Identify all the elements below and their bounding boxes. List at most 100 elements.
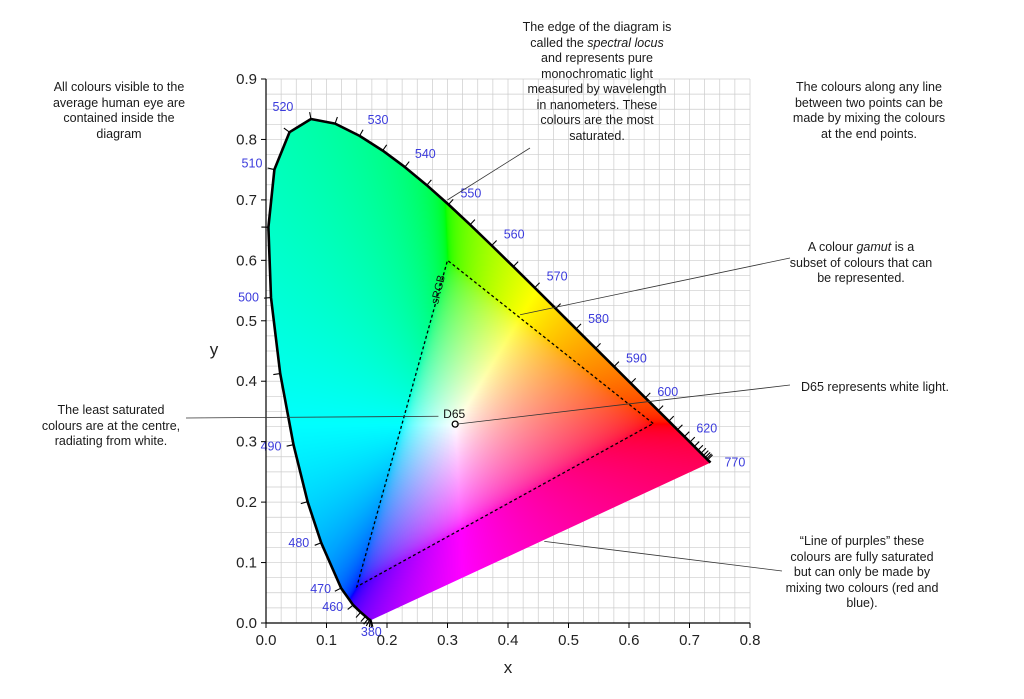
annotation-spectral-locus: The edge of the diagram is called the sp… [521, 20, 673, 144]
srgb-gamut-triangle [355, 259, 655, 589]
wavelength-tick [693, 441, 700, 447]
wavelength-label-520: 520 [273, 100, 294, 114]
y-tick-label: 0.7 [236, 192, 257, 209]
annotation-spectral-locus-italic: spectral locus [587, 35, 664, 50]
wavelength-tick [360, 616, 366, 623]
wavelength-tick [426, 179, 432, 186]
y-tick-label: 0.9 [236, 71, 257, 88]
annotation-spectral-locus-part1: The edge of the diagram is called the [522, 20, 672, 50]
wavelength-tick [359, 129, 364, 137]
annotation-least-saturated: The least saturated colours are at the c… [41, 403, 181, 448]
wavelength-label-530: 530 [368, 113, 389, 127]
leader-line-least [185, 415, 439, 419]
wavelength-tick [677, 424, 683, 431]
wavelength-label-510: 510 [242, 157, 263, 171]
wavelength-label-580: 580 [588, 312, 609, 326]
wavelength-tick [534, 282, 540, 289]
annotation-line-of-purples: “Line of purples” these colours are full… [785, 534, 939, 610]
wavelength-tick [707, 454, 713, 461]
wavelength-label-560: 560 [504, 228, 525, 242]
x-tick-label: 0.6 [619, 632, 640, 649]
wavelength-tick [704, 452, 711, 458]
wavelength-label-460: 460 [322, 600, 343, 614]
wavelength-tick [334, 587, 342, 592]
wavelength-tick [334, 116, 338, 124]
wavelength-label-380: 380 [361, 625, 382, 639]
wavelength-tick [347, 604, 354, 610]
annotation-d65: D65 represents white light. [801, 380, 949, 394]
wavelength-tick [595, 342, 601, 349]
annotation-mixing: The colours along any line between two p… [792, 80, 946, 141]
wavelength-tick [309, 112, 312, 120]
x-tick-label: 0.3 [437, 632, 458, 649]
wavelength-tick [469, 219, 476, 226]
wavelength-tick [697, 444, 704, 451]
wavelength-tick [382, 144, 388, 151]
wavelength-tick [668, 415, 675, 422]
wavelength-tick [630, 377, 637, 384]
wavelength-tick [314, 542, 322, 546]
wavelength-label-590: 590 [626, 352, 647, 366]
wavelength-tick [689, 436, 696, 443]
wavelength-tick [300, 501, 308, 505]
wavelength-tick [286, 444, 294, 447]
y-tick-label: 0.1 [236, 555, 257, 572]
wavelength-tick [404, 161, 410, 168]
wavelength-tick [273, 373, 281, 376]
wavelength-tick [703, 450, 709, 456]
wavelength-tick [683, 431, 690, 438]
wavelength-tick [267, 167, 275, 171]
wavelength-label-470: 470 [310, 582, 331, 596]
wavelength-label-620: 620 [696, 422, 717, 436]
wavelength-tick [575, 323, 582, 330]
wavelength-tick [700, 447, 707, 454]
leader-line-d65 [456, 384, 791, 425]
wavelength-label-540: 540 [415, 147, 436, 161]
y-tick-label: 0.3 [236, 434, 257, 451]
wavelength-tick [491, 240, 497, 246]
wavelength-label-570: 570 [547, 270, 568, 284]
leader-line-gamut [520, 257, 791, 316]
annotation-leaders [185, 147, 791, 572]
y-tick-label: 0.2 [236, 494, 257, 511]
wavelength-tick [555, 303, 562, 309]
annotation-gamut-italic: gamut [856, 240, 892, 254]
annotation-gamut: A colour gamut is a subset of colours th… [788, 240, 934, 287]
x-tick-label: 0.7 [679, 632, 700, 649]
annotation-inside: All colours visible to the average human… [52, 80, 186, 141]
annotation-gamut-part1: A colour [807, 240, 857, 254]
x-axis-title: x [504, 658, 513, 677]
x-tick-label: 0.8 [740, 632, 761, 649]
y-axis-title: y [210, 340, 219, 359]
y-tick-label: 0.8 [236, 131, 257, 148]
leader-line-locus [447, 147, 531, 201]
spectral-locus [267, 117, 712, 622]
x-tick-label: 0.4 [498, 632, 519, 649]
d65-label: D65 [443, 407, 465, 421]
wavelength-label-550: 550 [460, 187, 481, 201]
y-tick-label: 0.6 [236, 252, 257, 269]
wavelength-tick [644, 392, 651, 399]
x-tick-label: 0.2 [377, 632, 398, 649]
axes: 0.0 0.1 0.2 0.3 0.4 0.5 0.6 0.7 0.8 0.0 0.1 0.2 0.3 0… [236, 71, 760, 649]
wavelength-tick [283, 127, 290, 133]
wavelength-tick [448, 199, 454, 205]
y-tick-label: 0.5 [236, 313, 257, 330]
wavelength-label-500: 500 [238, 291, 259, 305]
wavelength-tick [512, 261, 519, 268]
wavelength-tick [706, 453, 712, 460]
wavelength-label-770: 770 [724, 456, 745, 470]
wavelength-labels: 3804604704804905005105205305405505605705… [238, 100, 745, 639]
annotation-gamut-part2: is a subset of colours that can be repre… [789, 240, 933, 285]
wavelength-tick [263, 297, 272, 299]
wavelength-tick [613, 361, 620, 367]
x-tick-label: 0.0 [256, 632, 277, 649]
x-tick-label: 0.5 [558, 632, 579, 649]
annotation-spectral-locus-part2: and represents pure monochromatic light … [527, 51, 667, 143]
wavelength-tick [355, 611, 362, 618]
wavelength-label-600: 600 [657, 385, 678, 399]
leader-line-purples [544, 541, 783, 572]
y-tick-label: 0.4 [236, 373, 257, 390]
x-tick-label: 0.1 [316, 632, 337, 649]
